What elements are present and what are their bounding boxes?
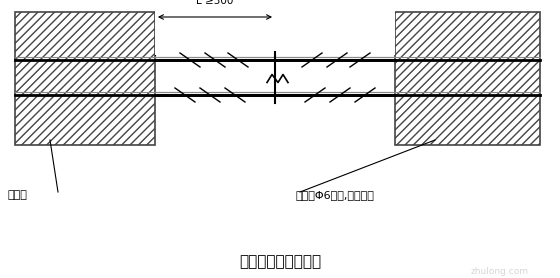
Text: 墙内置Φ6钢筋,贯通全长: 墙内置Φ6钢筋,贯通全长 [295,190,374,200]
Bar [395,12,540,145]
Text: L ≥300: L ≥300 [197,0,234,6]
Text: zhulong.com: zhulong.com [471,267,529,277]
Bar [155,10,395,55]
Text: 结构柱: 结构柱 [8,190,28,200]
Text: 拉结筋与结构柱作法: 拉结筋与结构柱作法 [239,254,321,269]
Bar [15,12,155,145]
